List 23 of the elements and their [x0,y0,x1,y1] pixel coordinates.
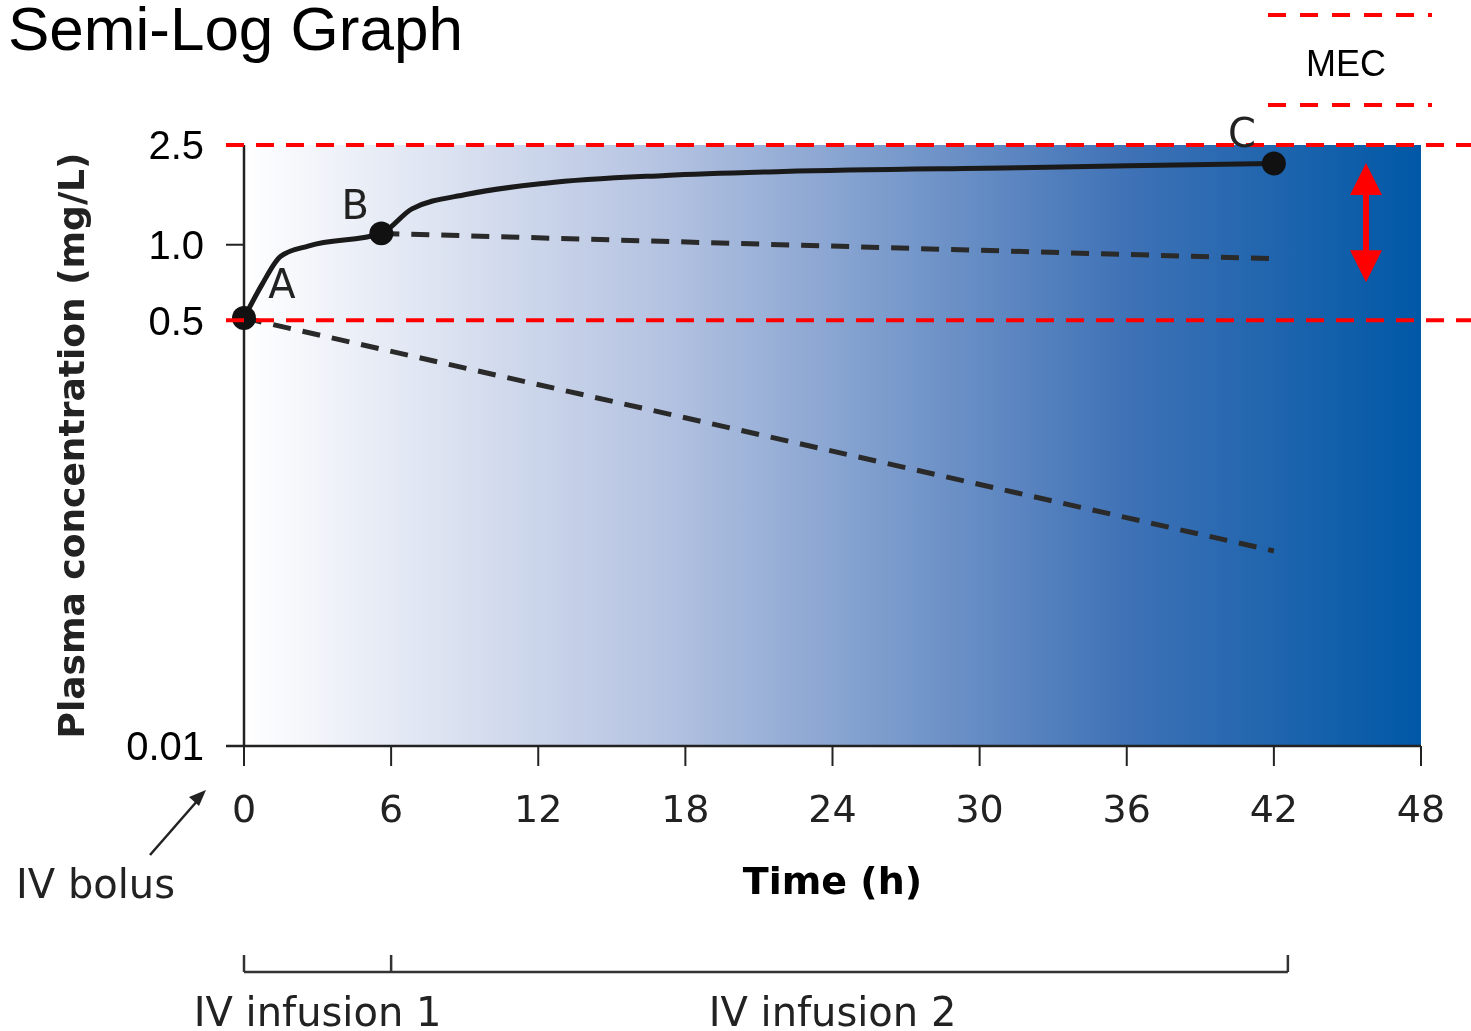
chart-title: Semi-Log Graph [8,0,463,63]
y-axis-title: Plasma concentration (mg/L) [51,152,92,739]
annotation: C [1227,110,1256,157]
x-axis-title: Time (h) [742,859,923,903]
y-tick-label: 2.5 [148,123,204,168]
x-tick-label: 12 [514,787,563,831]
y-tick-label: 1.0 [148,223,204,268]
x-tick-label: 24 [808,787,857,831]
x-tick-label: 0 [231,787,257,831]
annotation: A [268,261,297,308]
x-tick-label: 36 [1102,787,1151,831]
y-tick-label: 0.5 [148,298,204,343]
text: IV infusion 2 [708,989,957,1031]
x-tick-label: 30 [955,787,1004,831]
x-tick-label: 6 [379,787,404,831]
x-tick-label: 42 [1249,787,1299,831]
legend-label: MEC [1306,43,1386,84]
x-tick-label: 18 [661,787,710,831]
x-tick-label: 48 [1396,787,1446,831]
annotation: B [341,182,370,229]
text: IV bolus [16,861,176,907]
text: IV infusion 1 [193,989,442,1031]
y-tick-label: 0.01 [126,724,204,769]
